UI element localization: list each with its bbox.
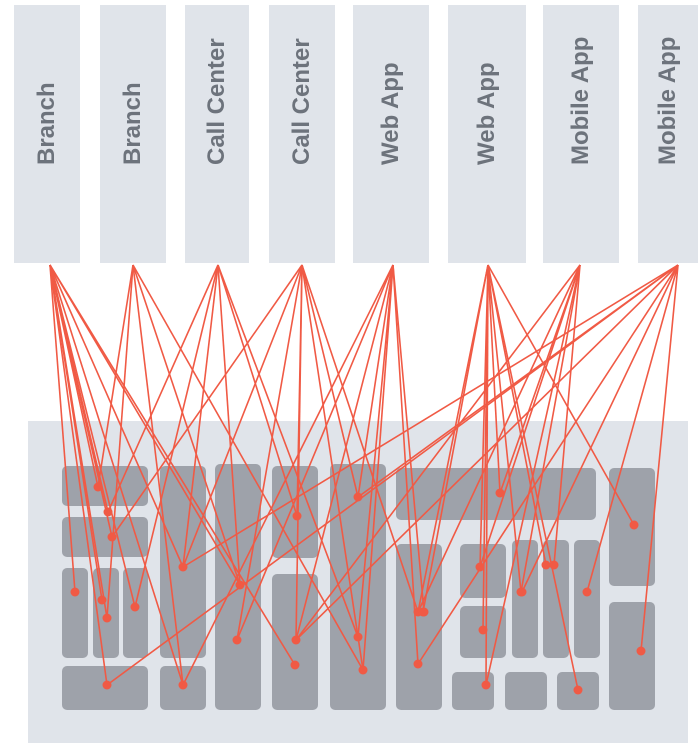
connection-line xyxy=(182,264,303,568)
connection-line xyxy=(236,264,303,641)
connection-line xyxy=(586,264,679,593)
connection-line xyxy=(485,264,489,686)
connection-line xyxy=(487,264,635,526)
connection-line xyxy=(362,264,394,671)
connection-line xyxy=(182,264,394,686)
connection-line xyxy=(132,264,364,671)
system-block xyxy=(609,602,655,710)
connection-line xyxy=(392,264,425,613)
channel-card-branch-2: Branch xyxy=(100,5,166,263)
channel-card-mobile-app-2: Mobile App xyxy=(638,5,698,263)
connection-line xyxy=(106,264,134,619)
connection-line xyxy=(357,264,394,638)
channel-card-branch-1: Branch xyxy=(14,5,80,263)
channel-card-call-center-2: Call Center xyxy=(269,5,335,263)
connection-line xyxy=(295,264,394,641)
channel-card-mobile-app-1: Mobile App xyxy=(543,5,619,263)
connection-endpoint xyxy=(636,646,646,656)
connection-line xyxy=(295,264,581,641)
connection-line xyxy=(521,264,679,593)
connection-endpoint xyxy=(70,587,80,597)
system-block xyxy=(512,540,538,658)
connection-line xyxy=(132,264,241,586)
connection-line xyxy=(553,264,581,566)
connection-line xyxy=(301,264,359,498)
connection-endpoint xyxy=(573,685,583,695)
connection-endpoint xyxy=(290,660,300,670)
connection-line xyxy=(49,264,296,666)
connection-line xyxy=(49,264,108,619)
connection-line xyxy=(49,264,136,608)
connection-line xyxy=(357,264,679,498)
connection-line xyxy=(134,264,219,608)
connection-line xyxy=(487,264,547,566)
connection-line xyxy=(49,264,241,586)
connection-endpoint xyxy=(582,587,592,597)
system-block xyxy=(123,568,148,658)
connection-line xyxy=(132,264,184,686)
connection-line xyxy=(422,264,489,613)
connection-line xyxy=(49,264,184,686)
connection-endpoint xyxy=(541,560,551,570)
connection-endpoint xyxy=(549,560,559,570)
connection-line xyxy=(49,264,184,568)
connection-endpoint xyxy=(418,607,428,617)
connection-endpoint xyxy=(478,625,488,635)
system-block xyxy=(505,672,547,710)
connection-endpoint xyxy=(517,587,527,597)
connection-line xyxy=(49,264,108,686)
connection-line xyxy=(217,264,298,517)
connection-line xyxy=(479,264,581,568)
connection-line xyxy=(301,264,419,613)
connection-line xyxy=(106,264,679,686)
system-block xyxy=(62,517,148,557)
connection-line xyxy=(182,264,679,568)
connection-line xyxy=(49,264,76,593)
connection-line xyxy=(417,264,679,665)
connection-line xyxy=(357,264,394,498)
channel-card-web-app-2: Web App xyxy=(448,5,526,263)
connection-line xyxy=(640,264,679,652)
system-block xyxy=(396,544,442,710)
connection-line xyxy=(479,264,489,568)
connection-line xyxy=(49,264,113,538)
connection-line xyxy=(182,264,219,568)
connection-line xyxy=(217,264,241,586)
connection-line xyxy=(417,264,489,613)
connection-line xyxy=(111,264,303,538)
connection-line xyxy=(417,264,581,613)
channel-card-web-app-1: Web App xyxy=(353,5,429,263)
connection-line xyxy=(301,264,364,671)
system-block xyxy=(543,540,569,658)
connection-line xyxy=(520,264,581,593)
connection-endpoint xyxy=(629,520,639,530)
connection-line xyxy=(236,264,394,641)
connection-line xyxy=(107,264,219,513)
connection-line xyxy=(295,264,679,641)
connection-line xyxy=(217,264,359,638)
connection-line xyxy=(97,264,134,488)
channel-card-call-center-1: Call Center xyxy=(185,5,249,263)
